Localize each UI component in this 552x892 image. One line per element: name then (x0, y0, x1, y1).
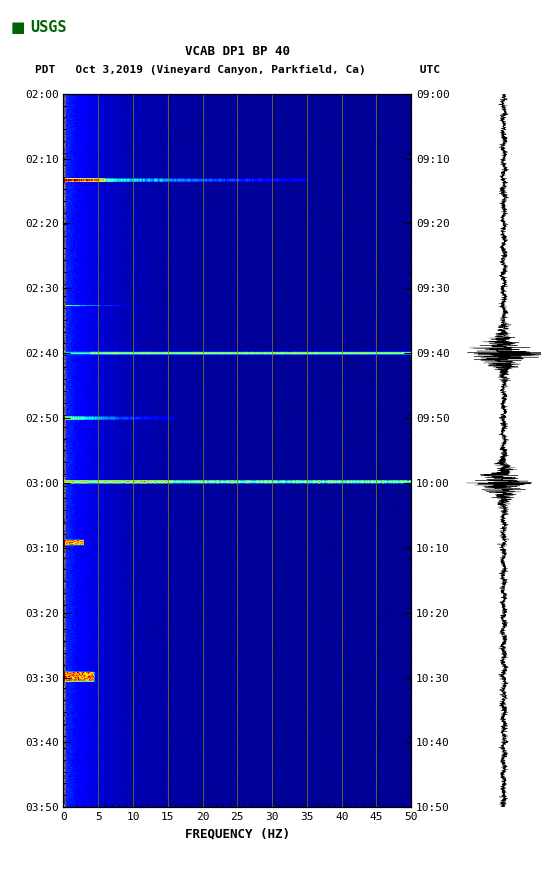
Text: PDT   Oct 3,2019 (Vineyard Canyon, Parkfield, Ca)        UTC: PDT Oct 3,2019 (Vineyard Canyon, Parkfie… (35, 64, 440, 75)
Text: VCAB DP1 BP 40: VCAB DP1 BP 40 (185, 45, 290, 58)
X-axis label: FREQUENCY (HZ): FREQUENCY (HZ) (185, 828, 290, 840)
Text: USGS: USGS (30, 20, 67, 35)
Text: ■: ■ (11, 20, 25, 35)
